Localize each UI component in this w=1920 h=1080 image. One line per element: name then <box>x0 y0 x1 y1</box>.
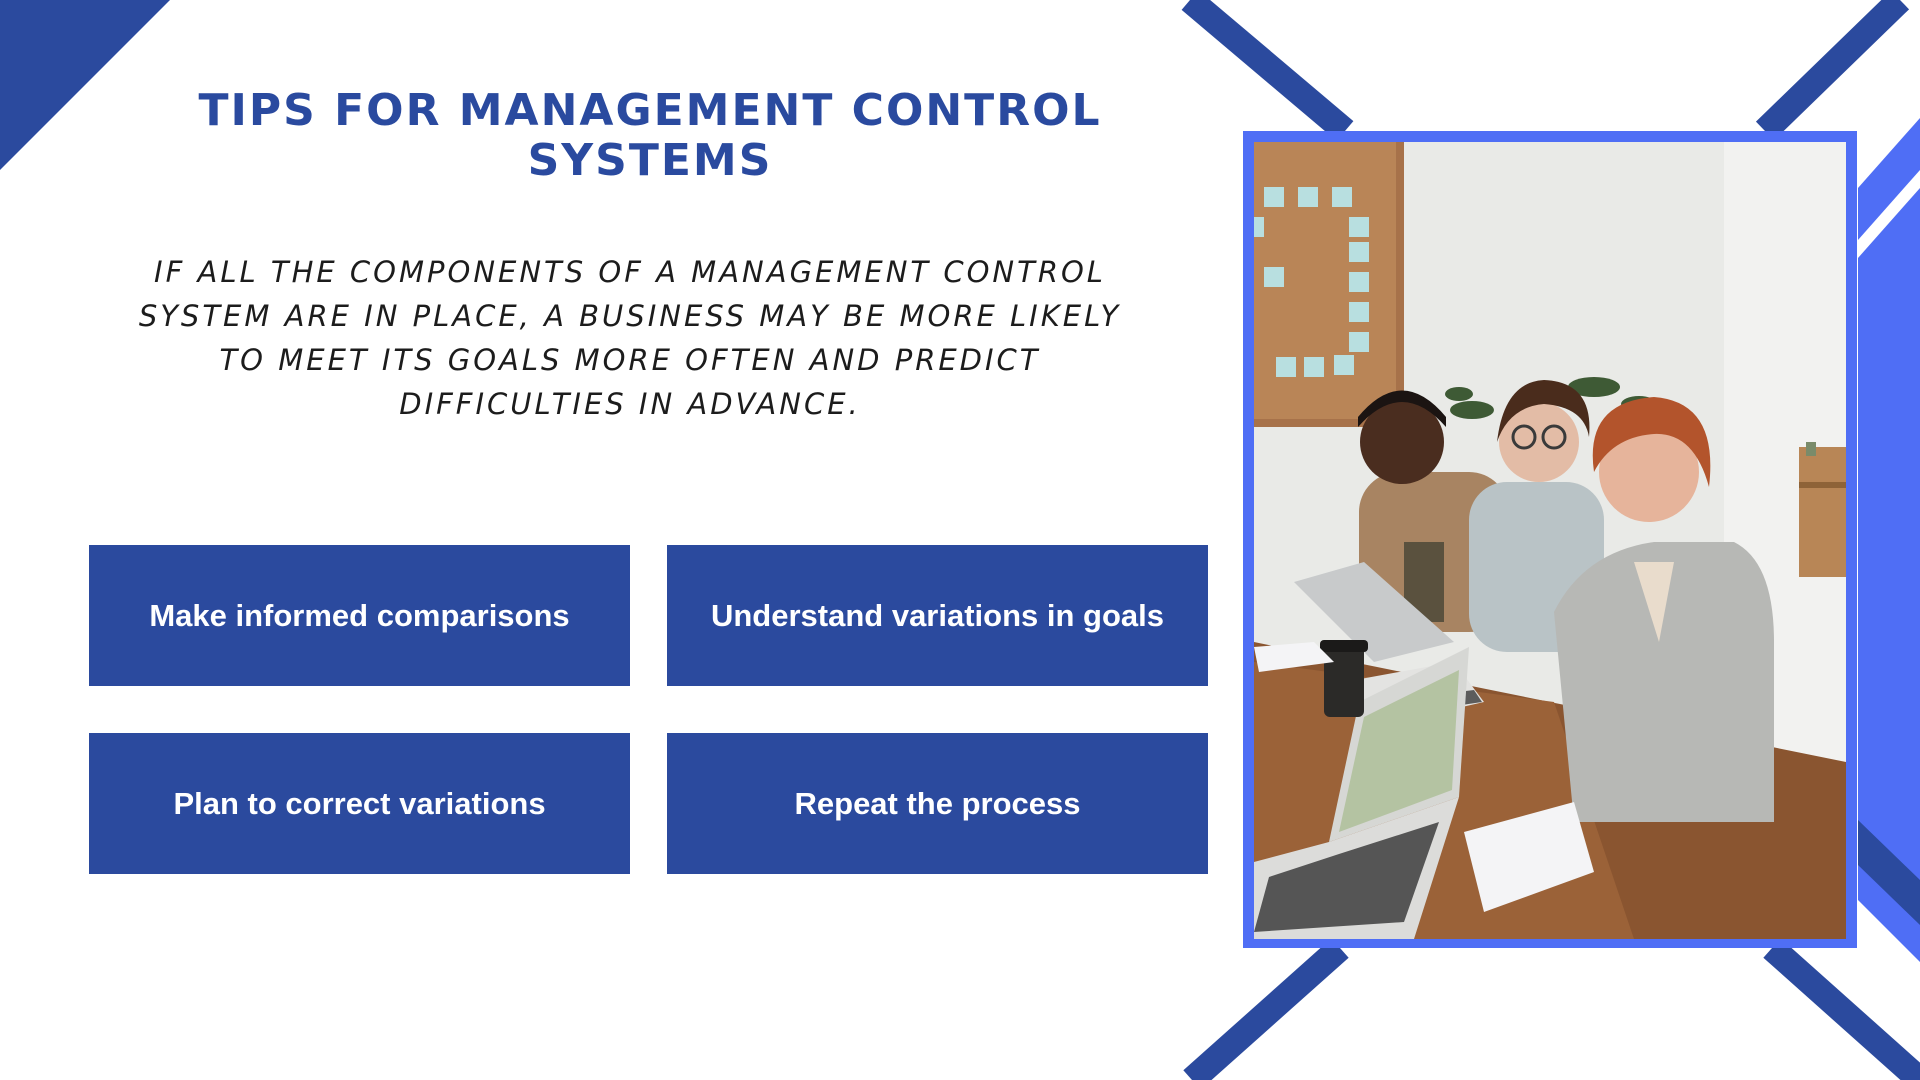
side-stripe-bottom-right <box>1858 820 1920 925</box>
tip-box: Make informed comparisons <box>89 545 630 686</box>
tip-box: Repeat the process <box>667 733 1208 874</box>
tip-label: Understand variations in goals <box>710 597 1165 633</box>
diagonal-stripe-top-right <box>1755 0 1910 141</box>
diagonal-stripe-bottom-right <box>1763 938 1920 1080</box>
slide-title: TIPS FOR MANAGEMENT CONTROL SYSTEMS <box>198 85 1102 186</box>
team-meeting-photo <box>1254 142 1846 939</box>
slide-body-text: IF ALL THE COMPONENTS OF A MANAGEMENT CO… <box>138 255 1122 421</box>
side-stripe-top-right <box>1858 118 1920 240</box>
diagonal-stripe-bottom-left <box>1183 938 1349 1080</box>
tip-label: Make informed comparisons <box>149 597 570 633</box>
diagonal-stripe-top-left <box>1181 0 1354 141</box>
tip-label: Repeat the process <box>794 785 1081 821</box>
tip-box: Understand variations in goals <box>667 545 1208 686</box>
tip-box: Plan to correct variations <box>89 733 630 874</box>
photo-frame <box>1243 131 1857 948</box>
top-left-corner-triangle <box>0 0 170 170</box>
side-band-right <box>1858 188 1920 962</box>
tip-label: Plan to correct variations <box>173 785 546 821</box>
